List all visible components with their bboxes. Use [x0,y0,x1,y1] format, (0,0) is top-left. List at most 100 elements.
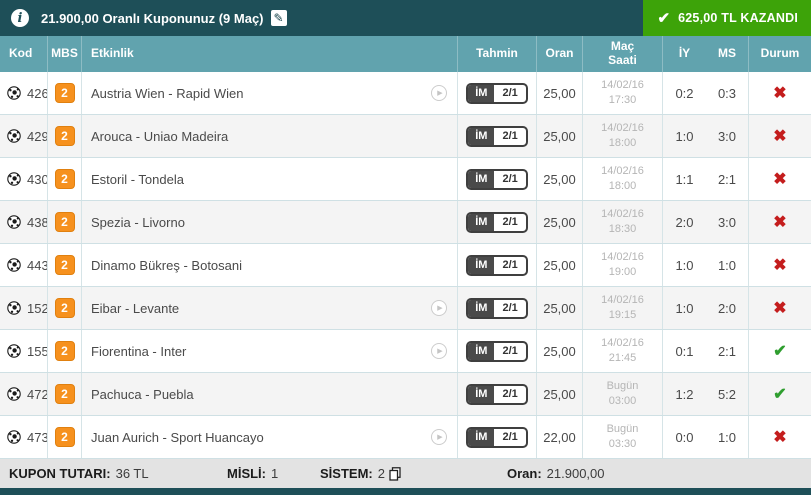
soccer-ball-icon [7,301,21,315]
match-time-cell: 14/02/16 19:15 [583,287,663,329]
prediction-badge: İM 2/1 [466,426,528,448]
kod-cell: 443 [0,244,48,286]
match-time-cell: 14/02/16 17:30 [583,72,663,114]
tahmin-cell: İM 2/1 [458,201,537,243]
soccer-ball-icon [7,344,21,358]
match-name: Eibar - Levante [91,300,180,316]
table-header-row: Kod MBS Etkinlik Tahmin Oran Maç Saati İY… [0,36,811,72]
match-hour: 18:00 [608,180,637,192]
match-code: 426 [27,85,48,101]
tahmin-cell: İM 2/1 [458,373,537,415]
match-name: Fiorentina - Inter [91,343,187,359]
misli: MİSLİ: 1 [227,466,279,481]
table-body: 426 2 Austria Wien - Rapid Wien ▶ İM 2/1… [0,72,811,459]
match-cell: Juan Aurich - Sport Huancayo ▶ [82,416,458,458]
col-header-durum: Durum [760,46,800,61]
match-hour: 18:30 [608,223,637,235]
match-cell: Eibar - Levante ▶ [82,287,458,329]
prediction-market: İM [468,385,495,403]
halftime-score-cell: 1:0 [675,300,694,316]
fulltime-score-cell: 2:1 [706,330,749,372]
result-icon: ✖ [773,300,787,317]
match-name: Estoril - Tondela [91,171,184,187]
mbs-badge: 2 [54,83,75,103]
match-time-cell: 14/02/16 18:00 [583,158,663,200]
prediction-badge: İM 2/1 [466,297,528,319]
prediction-market: İM [468,127,495,145]
prediction-pick: 2/1 [502,130,518,142]
oran-cell: 25,00 [537,287,583,329]
match-cell: Spezia - Livorno ▶ [82,201,458,243]
coupon-title: 21.900,00 Oranlı Kuponunuz (9 Maç) [41,10,264,26]
prediction-badge: İM 2/1 [466,211,528,233]
result-icon: ✖ [773,171,787,188]
prediction-pick: 2/1 [502,259,518,271]
prediction-badge: İM 2/1 [466,168,528,190]
bottom-accent-bar [0,488,811,495]
mbs-badge: 2 [54,255,75,275]
match-cell: Pachuca - Puebla ▶ [82,373,458,415]
col-header-mac-saati: Maç Saati [583,36,663,72]
table-row: 443 2 Dinamo Bükreş - Botosani ▶ İM 2/1 … [0,244,811,287]
edit-icon[interactable]: ✎ [270,10,287,26]
soccer-ball-icon [7,86,21,100]
coupon-header: i 21.900,00 Oranlı Kuponunuz (9 Maç) ✎ ✔… [0,0,811,36]
status-cell: ✖ [749,244,811,286]
status-cell: ✖ [749,72,811,114]
halftime-score-cell: 1:1 [675,171,694,187]
match-hour: 19:15 [608,309,637,321]
kod-cell: 152 [0,287,48,329]
play-icon[interactable]: ▶ [431,300,447,316]
status-cell: ✔ [749,373,811,415]
fulltime-score-cell: 2:1 [706,158,749,200]
oran-cell: 25,00 [537,330,583,372]
col-header-kod: Kod [0,36,48,72]
result-icon: ✔ [773,386,787,403]
match-date: 14/02/16 [601,164,644,177]
prediction-pick: 2/1 [502,302,518,314]
match-cell: Estoril - Tondela ▶ [82,158,458,200]
match-date: 14/02/16 [601,121,644,134]
mbs-cell: 2 [48,158,82,200]
status-cell: ✖ [749,287,811,329]
mbs-cell: 2 [48,115,82,157]
table-row: 438 2 Spezia - Livorno ▶ İM 2/1 25,00 14… [0,201,811,244]
mbs-badge: 2 [54,427,75,447]
kod-cell: 430 [0,158,48,200]
soccer-ball-icon [7,215,21,229]
play-icon[interactable]: ▶ [431,85,447,101]
match-date: 14/02/16 [601,250,644,263]
prediction-pick: 2/1 [502,431,518,443]
col-header-ms: MS [706,36,749,72]
match-time-cell: Bugün 03:30 [583,416,663,458]
table-row: 472 2 Pachuca - Puebla ▶ İM 2/1 25,00 Bu… [0,373,811,416]
soccer-ball-icon [7,258,21,272]
result-icon: ✔ [773,343,787,360]
match-code: 430 [27,171,48,187]
col-header-iy: İY [678,46,691,61]
match-date: Bugün [606,422,639,435]
play-icon[interactable]: ▶ [431,343,447,359]
oran-cell: 25,00 [537,115,583,157]
tahmin-cell: İM 2/1 [458,158,537,200]
prediction-pick: 2/1 [502,388,518,400]
match-hour: 19:00 [608,266,637,278]
info-icon[interactable]: i [11,9,29,27]
table-row: 155 2 Fiorentina - Inter ▶ İM 2/1 25,00 … [0,330,811,373]
match-name: Spezia - Livorno [91,214,185,230]
match-name: Austria Wien - Rapid Wien [91,85,244,101]
table-row: 426 2 Austria Wien - Rapid Wien ▶ İM 2/1… [0,72,811,115]
result-icon: ✖ [773,257,787,274]
match-code: 429 [27,128,48,144]
play-icon[interactable]: ▶ [431,429,447,445]
tahmin-cell: İM 2/1 [458,330,537,372]
mbs-cell: 2 [48,244,82,286]
match-hour: 21:45 [608,352,637,364]
result-icon: ✖ [773,128,787,145]
prediction-market: İM [468,213,495,231]
match-name: Arouca - Uniao Madeira [91,128,229,144]
copy-icon[interactable] [389,466,401,481]
match-time-cell: 14/02/16 18:00 [583,115,663,157]
prediction-badge: İM 2/1 [466,340,528,362]
match-cell: Arouca - Uniao Madeira ▶ [82,115,458,157]
